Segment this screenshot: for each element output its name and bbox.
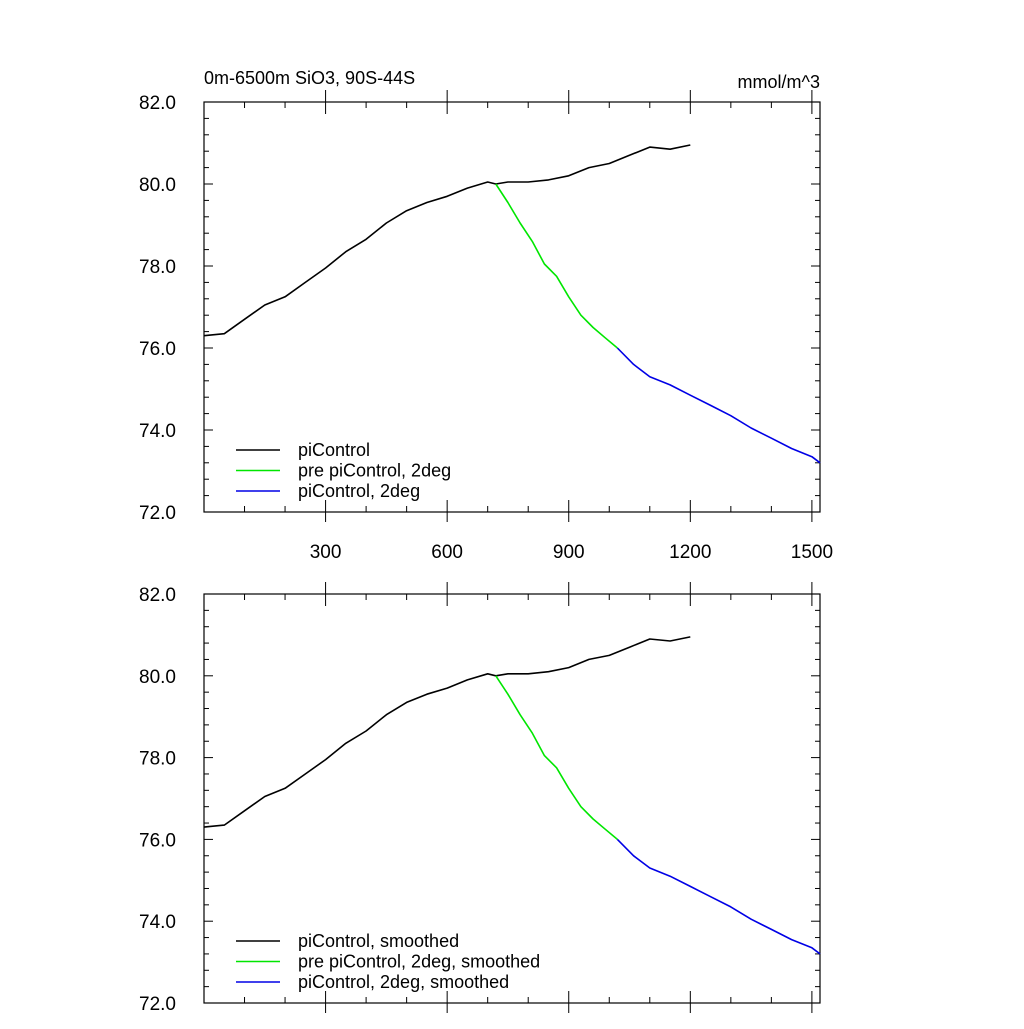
y-tick-label: 72.0 [139, 503, 176, 524]
legend-label: piControl, 2deg [298, 481, 420, 501]
y-tick-label: 80.0 [139, 667, 176, 688]
y-tick-label: 82.0 [139, 93, 176, 114]
series-group [203, 636, 821, 955]
series-line-1 [203, 636, 691, 828]
chart-panel-2: 72.0 74.0 76.0 78.0 80.0 82.0 piControl, smoot… [139, 582, 821, 1015]
y-tick-label: 76.0 [139, 830, 176, 851]
y-tick-label: 72.0 [139, 994, 176, 1015]
y-tick-label: 78.0 [139, 257, 176, 278]
series-line-1 [203, 144, 691, 337]
y-tick-label: 80.0 [139, 175, 176, 196]
y-tick-label: 76.0 [139, 339, 176, 360]
x-tick-label: 900 [553, 542, 585, 563]
series-line-3 [616, 838, 821, 955]
chart-title: 0m-6500m SiO3, 90S-44S [204, 68, 415, 88]
series-line-3 [616, 347, 821, 464]
plot-frame [203, 593, 821, 1004]
x-tick-label: 1200 [669, 542, 711, 563]
y-tick-label: 78.0 [139, 749, 176, 770]
series-line-2 [495, 183, 618, 349]
legend-label: pre piControl, 2deg [298, 461, 451, 481]
legend-label: pre piControl, 2deg, smoothed [298, 952, 540, 972]
series-group [203, 144, 821, 464]
x-tick-label: 300 [310, 542, 342, 563]
legend-label: piControl, 2deg, smoothed [298, 972, 509, 992]
x-tick-label: 1500 [791, 542, 833, 563]
y-tick-label: 74.0 [139, 912, 176, 933]
y-tick-label: 74.0 [139, 421, 176, 442]
x-tick-label: 600 [431, 542, 463, 563]
legend-label: piControl [298, 440, 370, 460]
series-line-2 [495, 675, 618, 841]
legend-label: piControl, smoothed [298, 931, 459, 951]
x-axis [244, 582, 813, 1013]
y-tick-label: 82.0 [139, 585, 176, 606]
y-axis: 72.0 74.0 76.0 78.0 80.0 82.0 [139, 585, 820, 1015]
chart-panel-1: 72.0 74.0 76.0 78.0 80.0 82.0 300 600 900 1200 150… [139, 68, 833, 563]
x-axis: 300 600 900 1200 1500 [244, 90, 833, 563]
units-label: mmol/m^3 [738, 72, 820, 92]
y-axis: 72.0 74.0 76.0 78.0 80.0 82.0 [139, 93, 820, 524]
plot-frame [203, 101, 821, 513]
